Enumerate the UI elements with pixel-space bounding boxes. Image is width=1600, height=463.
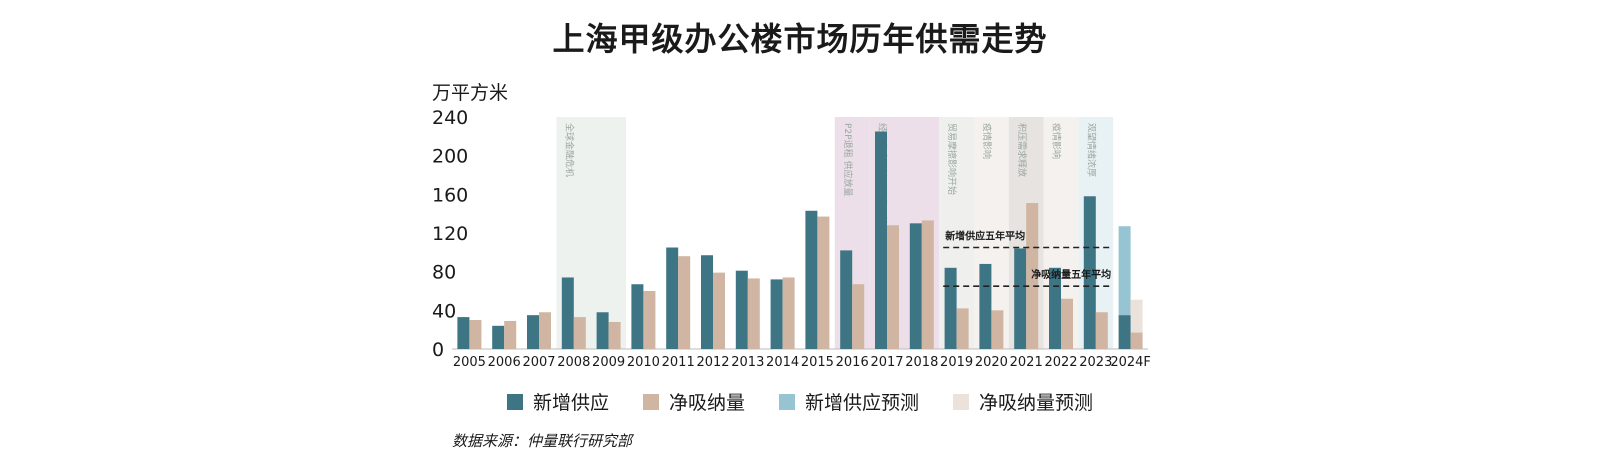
bar-absorption — [469, 320, 482, 349]
legend-label-supply: 新增供应 — [532, 392, 609, 414]
forecast-bar — [1118, 226, 1131, 316]
chart-legend: 新增供应 净吸纳量 新增供应预测 净吸纳量预测 — [0, 388, 1600, 415]
bar-absorption — [1130, 332, 1143, 349]
x-tick-label: 2014 — [766, 355, 799, 370]
legend-label-absorption: 净吸纳量 — [668, 392, 745, 414]
bar-absorption — [608, 321, 621, 349]
x-tick-label: 2016 — [836, 355, 869, 370]
x-tick-label: 2010 — [627, 355, 660, 370]
bar-supply — [979, 263, 992, 349]
bar-supply — [561, 277, 574, 349]
bar-supply — [457, 317, 470, 349]
bar-supply — [805, 210, 818, 349]
y-tick-label: 240 — [432, 107, 468, 129]
bar-absorption — [817, 216, 830, 349]
bar-absorption — [713, 272, 725, 349]
legend-item-absorption: 净吸纳量 — [642, 388, 745, 415]
x-tick-label: 2017 — [870, 355, 903, 370]
event-band-label: P2P退租 供应放量 — [842, 123, 854, 196]
y-tick-label: 160 — [432, 184, 468, 206]
x-tick-label: 2015 — [801, 355, 834, 370]
x-tick-label: 2019 — [940, 355, 973, 370]
x-tick-label: 2023 — [1079, 355, 1112, 370]
bar-supply — [666, 247, 679, 349]
x-tick-label: 2020 — [975, 355, 1008, 370]
bar-absorption — [782, 277, 795, 349]
bar-absorption — [991, 310, 1004, 349]
bar-supply — [1049, 267, 1061, 349]
y-tick-label: 120 — [432, 223, 468, 245]
bar-supply — [596, 312, 609, 349]
legend-swatch-absorption-forecast — [953, 393, 970, 410]
reference-line-label: 新增供应五年平均 — [945, 230, 1025, 243]
forecast-bar — [1130, 299, 1143, 333]
x-tick-label: 2009 — [592, 355, 625, 370]
event-band-label: 观望情绪浓厚 — [1085, 123, 1097, 177]
event-band-label: 全球金融危机 — [563, 123, 575, 177]
x-tick-label: 2008 — [557, 355, 590, 370]
bar-absorption — [1026, 203, 1039, 349]
legend-item-supply-forecast: 新增供应预测 — [779, 388, 919, 415]
x-tick-label: 2012 — [696, 355, 729, 370]
x-tick-label: 2013 — [731, 355, 764, 370]
bar-supply — [631, 284, 644, 349]
bar-supply — [840, 250, 853, 349]
bar-absorption — [956, 308, 969, 349]
bar-supply — [875, 131, 887, 349]
bar-absorption — [643, 291, 656, 349]
bar-supply — [701, 255, 713, 349]
x-tick-label: 2006 — [488, 355, 521, 370]
x-tick-label: 2022 — [1044, 355, 1077, 370]
x-tick-label: 2005 — [453, 355, 486, 370]
bar-absorption — [852, 284, 865, 349]
bar-supply — [770, 279, 783, 349]
bar-absorption — [1061, 298, 1073, 349]
reference-line-label: 净吸纳量五年平均 — [1031, 268, 1111, 281]
x-tick-label: 2011 — [662, 355, 695, 370]
event-band-label: 积压需求释放 — [1016, 123, 1028, 177]
bar-absorption — [887, 225, 899, 349]
y-axis-unit-label: 万平方米 — [432, 82, 509, 104]
bar-absorption — [539, 312, 551, 349]
legend-swatch-supply — [506, 393, 523, 410]
bar-supply — [735, 270, 748, 349]
bar-absorption — [1095, 312, 1108, 349]
event-band-label: 疫情影响 — [981, 123, 993, 159]
x-tick-label: 2018 — [905, 355, 938, 370]
y-tick-label: 80 — [432, 262, 456, 284]
legend-swatch-supply-forecast — [779, 393, 795, 410]
data-source-note: 数据来源：仲量联行研究部 — [452, 432, 633, 450]
bar-absorption — [504, 320, 517, 349]
event-band-label: 贸易摩擦影响开始 — [946, 123, 958, 195]
legend-swatch-absorption — [642, 393, 659, 410]
bar-absorption — [747, 278, 760, 349]
chart-title: 上海甲级办公楼市场历年供需走势 — [552, 20, 1048, 58]
y-tick-label: 40 — [432, 300, 456, 322]
x-tick-label: 2024F — [1110, 355, 1151, 370]
bar-absorption — [921, 220, 934, 349]
bar-supply — [944, 267, 957, 349]
bar-absorption — [678, 256, 691, 349]
legend-label-absorption-forecast: 净吸纳量预测 — [979, 392, 1094, 414]
y-tick-label: 0 — [432, 339, 444, 361]
event-band-label: 疫情影响 — [1051, 123, 1063, 159]
bar-supply — [1014, 248, 1027, 349]
legend-label-supply-forecast: 新增供应预测 — [805, 392, 920, 414]
bar-absorption — [573, 317, 586, 349]
legend-item-absorption-forecast: 净吸纳量预测 — [953, 388, 1093, 415]
bar-supply — [1083, 196, 1096, 349]
bar-supply — [909, 223, 922, 349]
bar-supply — [1118, 315, 1131, 349]
bar-supply — [527, 315, 539, 349]
x-tick-label: 2007 — [522, 355, 555, 370]
bar-supply — [492, 325, 505, 349]
legend-item-supply: 新增供应 — [506, 388, 609, 415]
y-tick-label: 200 — [432, 146, 468, 168]
x-tick-label: 2021 — [1010, 355, 1043, 370]
